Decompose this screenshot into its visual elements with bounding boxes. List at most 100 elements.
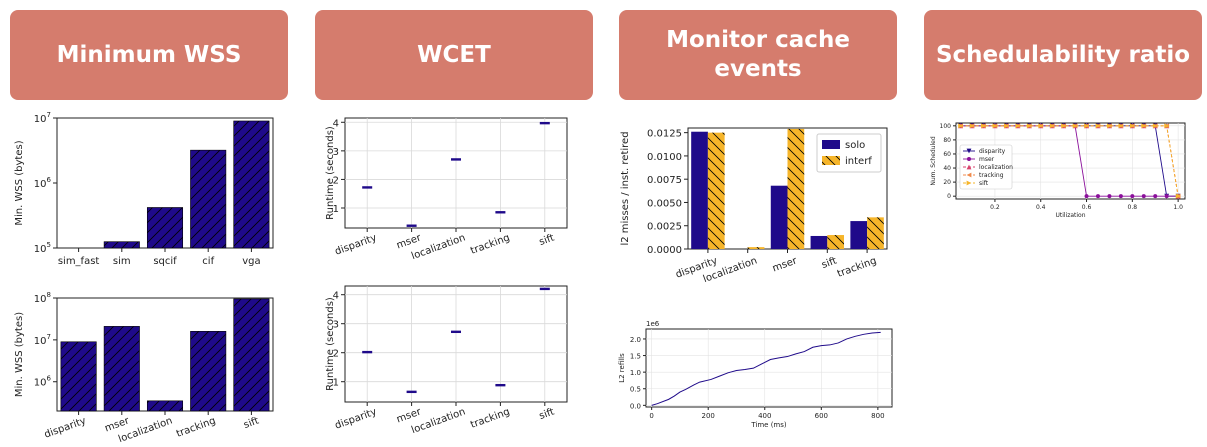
- median-mark: [495, 211, 506, 214]
- median-mark: [539, 287, 550, 291]
- data-point: [1026, 123, 1032, 129]
- data-point: [1141, 194, 1146, 199]
- data-point: [1095, 123, 1101, 129]
- x-tick-label: sift: [820, 255, 838, 271]
- legend-marker: [966, 180, 972, 186]
- y-tick-label: 4: [333, 118, 339, 129]
- y-tick-label: 2.0: [630, 336, 641, 344]
- bar-hatch: [190, 331, 226, 411]
- y-axis-label: Runtime (seconds): [325, 297, 336, 391]
- wss-chart-input-sizes: 105 106 107 Min. WSS (bytes) sim_fast sim sqci…: [14, 111, 274, 267]
- y-tick-label: 1.0: [630, 369, 641, 377]
- bar-solo: [850, 221, 868, 249]
- x-tick-label: 0: [649, 412, 653, 420]
- y-tick-label: 3: [333, 320, 339, 331]
- y-tick-label: 4: [333, 291, 339, 302]
- y-axis-label: Min. WSS (bytes): [14, 140, 25, 225]
- data-point: [1118, 194, 1123, 199]
- data-point: [1153, 194, 1158, 199]
- legend-label: sift: [979, 180, 989, 187]
- bar-hatch: [104, 241, 140, 248]
- x-axis-label: Time (ms): [750, 421, 787, 429]
- y-tick-label: 80: [943, 137, 951, 144]
- data-point: [1175, 193, 1181, 199]
- y-tick-label: 0.0075: [647, 175, 682, 186]
- header-wcet: WCET: [315, 10, 593, 100]
- bar-hatch: [60, 341, 97, 411]
- x-tick-label: sim_fast: [58, 256, 100, 267]
- median-mark: [406, 390, 417, 394]
- x-tick-label: 0.2: [990, 204, 1000, 211]
- y-tick-label: 40: [943, 165, 951, 172]
- y-tick-label: 0.0: [630, 402, 641, 410]
- x-tick-label: sift: [538, 232, 556, 248]
- bar-hatch: [233, 120, 270, 248]
- data-point: [1061, 123, 1067, 129]
- bar-hatch: [707, 132, 725, 249]
- legend-swatch-hatch: [822, 156, 840, 165]
- y-tick-label: 0.5: [630, 386, 641, 394]
- y-tick-label: 106: [34, 176, 52, 190]
- y-axis-label: l2 misses / inst. retired: [620, 131, 631, 245]
- data-point: [1164, 194, 1169, 199]
- x-axis-label: Utilization: [1055, 212, 1085, 219]
- x-tick-label: 800: [871, 412, 884, 420]
- median-mark: [539, 121, 550, 125]
- bar-hatch: [867, 217, 884, 249]
- bar-hatch: [747, 247, 765, 249]
- data-point: [1118, 123, 1124, 129]
- x-tick-label: 0.6: [1082, 204, 1092, 211]
- y-tick-label: 106: [34, 375, 52, 389]
- y-tick-label: 0.0050: [647, 198, 682, 209]
- y-axis-label: Num. Scheduled: [930, 136, 937, 186]
- x-tick-label: sift: [538, 406, 556, 422]
- x-tick-label: tracking: [469, 232, 511, 256]
- y-tick-label: 60: [943, 151, 951, 158]
- y-tick-label: 1: [333, 378, 339, 389]
- y-tick-label: 0: [947, 193, 951, 200]
- median-mark: [406, 224, 417, 227]
- y-scale-note: 1e6: [646, 320, 660, 328]
- y-tick-label: 1: [333, 204, 339, 215]
- y-tick-label: 1.5: [630, 353, 641, 361]
- y-tick-label: 107: [34, 333, 51, 347]
- data-point: [1003, 123, 1009, 129]
- cache-events-chart: 0.0000 0.0025 0.0050 0.0075 0.0100 0.0125 l2 m…: [620, 127, 888, 285]
- y-tick-label: 2: [333, 175, 339, 186]
- y-axis-label: L2 refills: [618, 353, 626, 383]
- x-tick-label: sqcif: [153, 256, 177, 267]
- bar-hatch: [787, 128, 805, 249]
- median-mark: [451, 158, 461, 161]
- bar-hatch: [147, 207, 183, 248]
- x-tick-label: 400: [758, 412, 771, 420]
- data-point: [958, 123, 963, 129]
- data-point: [1107, 194, 1112, 199]
- y-tick-label: 2: [333, 349, 339, 360]
- legend-label: interf: [845, 156, 872, 167]
- x-tick-label: 600: [815, 412, 828, 420]
- y-tick-label: 100: [940, 123, 952, 130]
- data-point: [1129, 123, 1135, 129]
- x-tick-label: disparity: [43, 415, 88, 440]
- data-point: [969, 123, 975, 129]
- y-tick-label: 3: [333, 147, 339, 158]
- header-schedulability-ratio: Schedulability ratio: [924, 10, 1202, 100]
- x-tick-label: disparity: [334, 406, 379, 431]
- bar-hatch: [827, 235, 845, 249]
- y-tick-label: 0.0025: [647, 222, 682, 233]
- y-tick-label: 107: [34, 111, 51, 125]
- legend-marker: [967, 157, 971, 161]
- bar-hatch: [104, 326, 140, 411]
- legend-label: mser: [979, 156, 995, 163]
- x-tick-label: mser: [771, 255, 799, 274]
- y-axis-label: Min. WSS (bytes): [14, 312, 25, 397]
- legend-box: [959, 144, 1013, 190]
- legend-label: localization: [979, 164, 1013, 171]
- x-tick-label: vga: [242, 256, 260, 267]
- legend-label: solo: [845, 140, 865, 151]
- data-point: [1038, 123, 1044, 129]
- y-tick-label: 0.0125: [647, 129, 682, 140]
